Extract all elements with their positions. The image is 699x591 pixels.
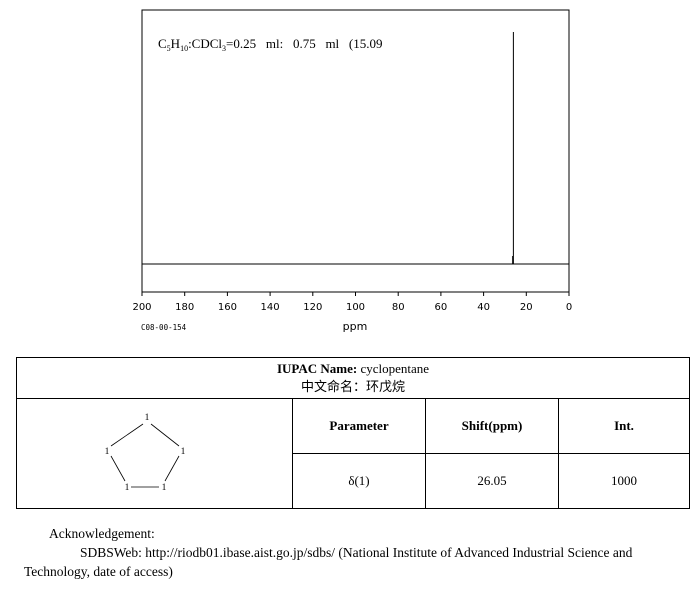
chinese-name: 中文命名：环戊烷: [300, 379, 405, 394]
iupac-label: IUPAC Name:: [276, 361, 358, 376]
x-tick-label: 20: [520, 302, 533, 313]
x-tick-label: 80: [392, 302, 405, 313]
x-axis-ticks: 200 180 160 140 120 100 80 60 40 20 0: [132, 292, 572, 313]
acknowledgement-source-cont: Technology, date of access): [24, 564, 173, 579]
atom-label: 1: [181, 447, 186, 457]
acknowledgement-source: SDBSWeb: http://riodb01.ibase.aist.go.jp…: [80, 545, 633, 560]
x-tick-label: 180: [175, 302, 194, 313]
atom-label: 1: [162, 483, 167, 493]
atom-label: 1: [145, 413, 150, 423]
x-tick-label: 140: [261, 302, 280, 313]
table-row: δ(1) 26.05 1000: [17, 453, 690, 509]
x-tick-label: 200: [132, 302, 151, 313]
atom-label: 1: [125, 483, 130, 493]
x-tick-label: 40: [477, 302, 490, 313]
atom-label: 1: [105, 447, 110, 457]
header-intensity: Int.: [558, 398, 690, 454]
iupac-name: cyclopentane: [360, 361, 430, 376]
peaks-group: [511, 32, 514, 264]
compound-info-table: IUPAC Name: cyclopentane 中文命名：环戊烷 1 1 1 …: [16, 357, 690, 509]
x-tick-label: 120: [303, 302, 322, 313]
cyclopentane-structure: 1 1 1 1 1: [105, 413, 186, 493]
x-axis-label: ppm: [343, 320, 368, 333]
chart-code: C08-00-154: [141, 323, 187, 332]
cell-parameter: δ(1): [292, 453, 426, 509]
x-tick-label: 100: [346, 302, 365, 313]
cell-intensity: 1000: [558, 453, 690, 509]
chart-title: C5H10:CDCl3=0.25 ml: 0.75 ml (15.09: [158, 36, 383, 53]
x-tick-label: 0: [566, 302, 572, 313]
acknowledgement-title: Acknowledgement:: [49, 526, 155, 541]
structure-cell: 1 1 1 1 1: [16, 398, 293, 509]
x-tick-label: 160: [218, 302, 237, 313]
nmr-spectrum-chart: C5H10:CDCl3=0.25 ml: 0.75 ml (15.09 200 1…: [132, 9, 572, 333]
header-shift: Shift(ppm): [425, 398, 559, 454]
x-tick-label: 60: [435, 302, 448, 313]
compound-name-cell: IUPAC Name: cyclopentane 中文命名：环戊烷: [16, 357, 690, 399]
header-parameter: Parameter: [292, 398, 426, 454]
plot-frame: [141, 9, 570, 293]
cell-shift: 26.05: [425, 453, 559, 509]
